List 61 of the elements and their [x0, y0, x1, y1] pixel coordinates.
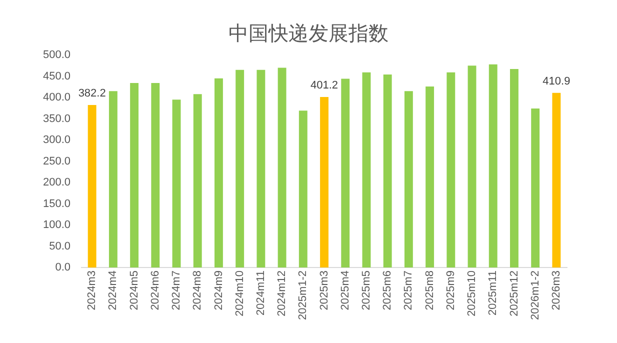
x-tick-label: 2026m3: [550, 270, 562, 310]
data-label: 382.2: [78, 88, 106, 100]
bar: [256, 70, 266, 268]
x-tick-label: 2024m12: [276, 270, 288, 316]
x-tick-label: 2025m11: [487, 270, 500, 316]
y-tick-label: 500.0: [42, 49, 71, 62]
x-tick-label: 2025m3: [318, 270, 330, 310]
bar: [488, 64, 498, 268]
x-tick-label: 2024m8: [192, 270, 204, 310]
bar: [468, 66, 476, 268]
x-tick-label: 2025m12: [508, 270, 520, 316]
x-tick-label: 2025m1-2: [297, 270, 310, 320]
bar: [193, 94, 202, 268]
x-tick-label: 2025m5: [360, 270, 373, 310]
x-tick-label: 2025m7: [402, 270, 415, 310]
bar: [278, 68, 286, 268]
bar: [531, 108, 540, 268]
data-label: 401.2: [310, 80, 338, 92]
data-label: 410.9: [542, 75, 570, 88]
bar: [404, 91, 413, 268]
y-tick-label: 350.0: [42, 112, 71, 125]
y-tick-label: 250.0: [42, 155, 71, 168]
y-tick-label: 0.0: [55, 262, 71, 274]
x-tick-label: 2025m9: [444, 270, 457, 310]
bar: [151, 83, 160, 268]
x-tick-label: 2025m10: [466, 270, 478, 316]
x-tick-label: 2025m4: [339, 270, 352, 310]
bar: [362, 72, 371, 268]
y-tick-label: 150.0: [42, 198, 71, 210]
x-tick-label: 2024m5: [128, 270, 140, 310]
x-tick-label: 2025m8: [424, 270, 436, 310]
x-tick-label: 2025m6: [382, 270, 394, 310]
bar: [214, 78, 223, 268]
bar: [341, 78, 350, 268]
x-tick-label: 2024m6: [149, 270, 162, 310]
bar: [88, 105, 96, 268]
bar: [446, 72, 456, 268]
bar: [383, 74, 392, 268]
y-tick-label: 450.0: [42, 70, 71, 82]
bar: [108, 91, 118, 268]
chart-title: 中国快递发展指数: [228, 20, 390, 47]
x-tick-label: 2026m1-2: [529, 270, 542, 320]
y-tick-label: 100.0: [42, 219, 71, 232]
bar: [298, 110, 308, 268]
y-tick-label: 200.0: [42, 176, 71, 189]
bar: [552, 92, 561, 268]
bar: [320, 96, 328, 268]
x-tick-label: 2024m9: [212, 270, 225, 310]
bar: [426, 86, 434, 268]
bar: [172, 100, 181, 268]
bar: [236, 70, 244, 268]
x-tick-label: 2024m11: [254, 270, 267, 316]
y-tick-label: 300.0: [42, 134, 71, 146]
x-tick-label: 2024m7: [170, 270, 183, 310]
x-tick-label: 2024m10: [234, 270, 246, 316]
bar: [130, 83, 139, 268]
x-tick-label: 2024m4: [107, 270, 120, 310]
bar: [510, 69, 518, 268]
y-tick-label: 400.0: [42, 92, 71, 104]
x-tick-label: 2024m3: [86, 270, 98, 310]
y-tick-label: 50.0: [49, 240, 71, 252]
